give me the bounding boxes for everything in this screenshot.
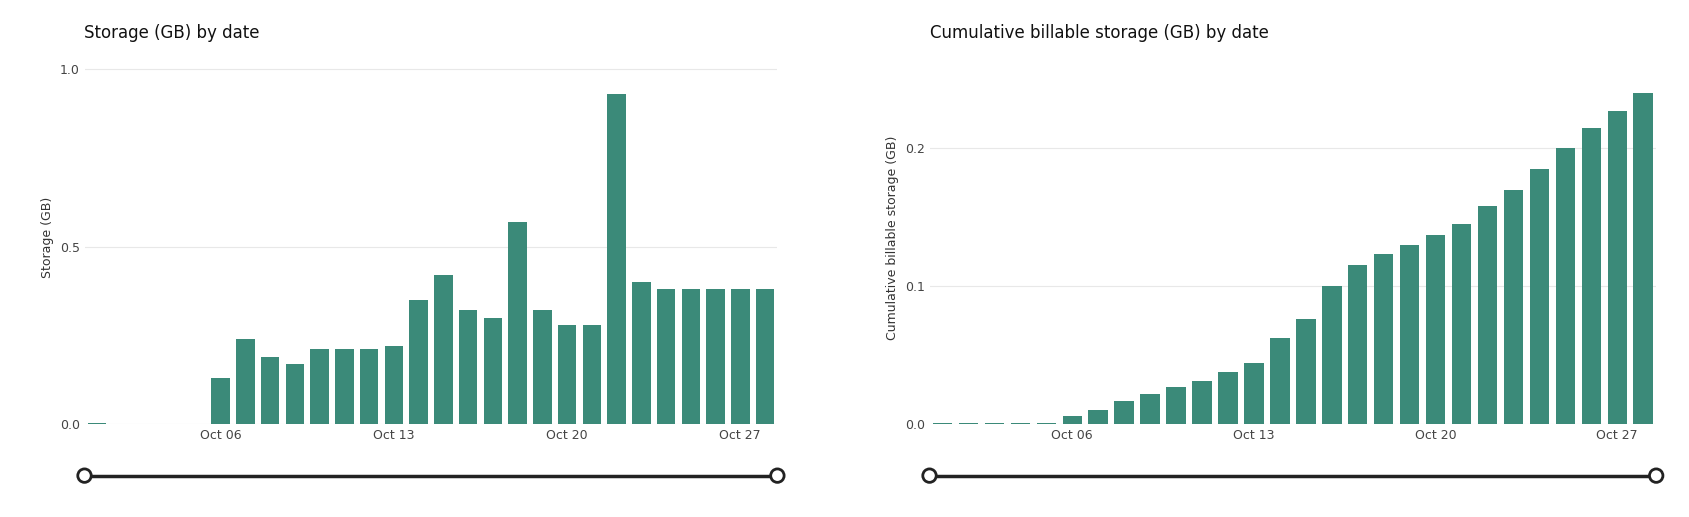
Bar xyxy=(1140,393,1159,424)
Bar xyxy=(1554,148,1574,424)
Bar xyxy=(409,300,427,424)
Text: Storage (GB) by date: Storage (GB) by date xyxy=(84,24,260,42)
Bar xyxy=(1373,254,1393,424)
Bar xyxy=(1218,372,1236,424)
Bar xyxy=(1633,93,1652,424)
Bar xyxy=(1398,245,1419,424)
Bar xyxy=(483,317,502,424)
Bar xyxy=(557,325,576,424)
Bar xyxy=(932,422,951,424)
Bar xyxy=(1062,416,1081,424)
Bar xyxy=(632,282,650,424)
Bar xyxy=(1165,387,1186,424)
Bar xyxy=(1476,206,1496,424)
Bar xyxy=(755,289,774,424)
Bar xyxy=(1348,265,1366,424)
Bar xyxy=(508,222,527,424)
Bar xyxy=(1113,401,1133,424)
Bar xyxy=(311,349,329,424)
Bar xyxy=(1191,381,1211,424)
Bar xyxy=(1035,422,1056,424)
Bar xyxy=(236,339,255,424)
Bar xyxy=(385,346,404,424)
Bar xyxy=(458,311,476,424)
Bar xyxy=(1321,286,1341,424)
Bar xyxy=(1270,339,1289,424)
Bar xyxy=(88,423,106,424)
Bar xyxy=(657,289,676,424)
Bar xyxy=(1426,235,1444,424)
Bar xyxy=(731,289,750,424)
Bar xyxy=(1243,363,1263,424)
Bar xyxy=(334,349,353,424)
Bar xyxy=(681,289,699,424)
Bar xyxy=(1295,319,1314,424)
Bar xyxy=(260,357,279,424)
Bar xyxy=(532,311,551,424)
Y-axis label: Storage (GB): Storage (GB) xyxy=(41,197,54,279)
Bar xyxy=(583,325,601,424)
Bar xyxy=(1503,190,1522,424)
Bar xyxy=(958,422,978,424)
Bar xyxy=(606,94,625,424)
Bar xyxy=(1581,128,1599,424)
Bar xyxy=(985,422,1003,424)
Bar xyxy=(285,363,304,424)
Bar xyxy=(1088,410,1108,424)
Bar xyxy=(434,275,453,424)
Bar xyxy=(1529,169,1549,424)
Bar xyxy=(1451,224,1471,424)
Text: Cumulative billable storage (GB) by date: Cumulative billable storage (GB) by date xyxy=(929,24,1268,42)
Bar xyxy=(1606,111,1627,424)
Bar xyxy=(706,289,725,424)
Bar xyxy=(1010,422,1030,424)
Bar xyxy=(211,378,230,424)
Bar xyxy=(360,349,378,424)
Y-axis label: Cumulative billable storage (GB): Cumulative billable storage (GB) xyxy=(885,135,899,340)
